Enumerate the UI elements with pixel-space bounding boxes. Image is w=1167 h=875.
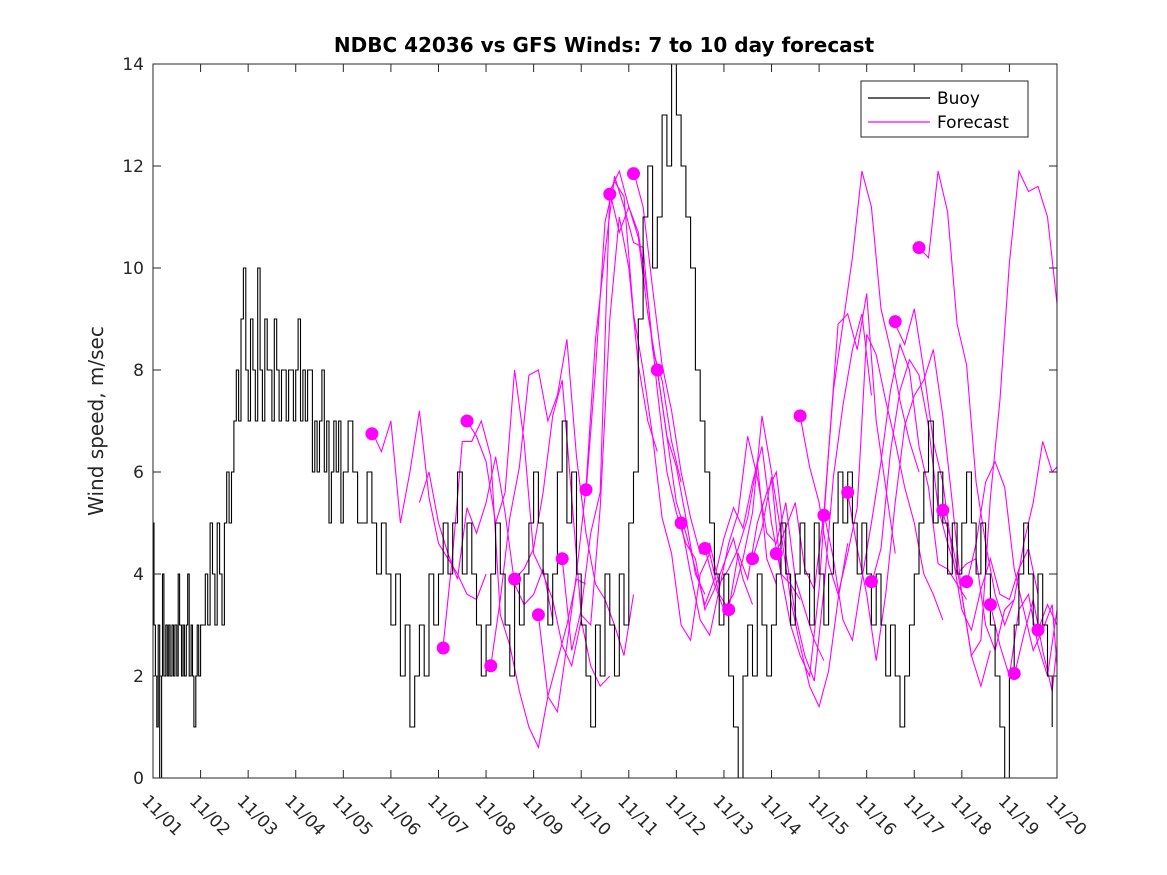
forecast-line-22 xyxy=(918,170,1057,627)
forecast-line-21 xyxy=(894,308,1039,632)
plot-box xyxy=(152,63,1058,779)
forecast-marker-17 xyxy=(817,508,831,522)
forecast-markers xyxy=(365,167,1045,680)
forecast-marker-10 xyxy=(650,363,664,377)
forecast-line-12 xyxy=(680,436,825,661)
forecast-marker-1 xyxy=(436,641,450,655)
buoy-series xyxy=(153,64,1053,778)
forecast-marker-2 xyxy=(460,414,474,428)
forecast-marker-8 xyxy=(603,187,617,201)
legend: Buoy Forecast xyxy=(860,80,1029,138)
forecast-marker-25 xyxy=(1007,667,1021,680)
buoy-line xyxy=(153,64,1053,778)
forecast-marker-5 xyxy=(531,608,545,622)
forecast-marker-16 xyxy=(793,409,807,423)
forecast-marker-12 xyxy=(698,542,712,555)
legend-forecast-label: Forecast xyxy=(937,113,1009,133)
forecast-marker-14 xyxy=(746,552,759,566)
forecast-line-14 xyxy=(728,313,872,682)
chart-title: NDBC 42036 vs GFS Winds: 7 to 10 day for… xyxy=(334,33,875,57)
y-axis: 0 2 4 6 8 10 12 14 xyxy=(122,55,1057,789)
forecast-marker-9 xyxy=(627,167,640,181)
forecast-marker-24 xyxy=(983,598,997,612)
y-tick-label: 6 xyxy=(133,463,144,483)
legend-buoy-label: Buoy xyxy=(937,89,980,109)
forecast-marker-11 xyxy=(674,516,688,530)
forecast-marker-0 xyxy=(365,427,379,441)
y-tick-label: 2 xyxy=(133,667,144,687)
forecast-line-23 xyxy=(942,169,1057,658)
forecast-marker-19 xyxy=(864,575,878,589)
forecast-marker-3 xyxy=(484,659,498,673)
forecast-marker-20 xyxy=(888,315,902,329)
y-tick-label: 12 xyxy=(122,157,144,177)
forecast-marker-23 xyxy=(960,575,974,589)
legend-box xyxy=(860,80,1029,138)
forecast-line-18 xyxy=(823,342,968,643)
y-axis-label: Wind speed, m/sec xyxy=(84,326,108,516)
y-tick-label: 8 xyxy=(133,361,144,381)
forecast-marker-22 xyxy=(936,503,950,517)
forecast-marker-6 xyxy=(555,552,569,566)
forecast-marker-4 xyxy=(508,572,522,586)
forecast-marker-15 xyxy=(769,547,783,561)
y-tick-label: 4 xyxy=(133,565,144,585)
forecast-marker-13 xyxy=(722,603,736,617)
forecast-line-27 xyxy=(1037,603,1057,631)
y-tick-label: 10 xyxy=(122,259,144,279)
forecast-marker-18 xyxy=(841,485,855,499)
forecast-line-20 xyxy=(870,358,1015,653)
forecast-line-8 xyxy=(585,179,730,642)
forecast-marker-7 xyxy=(579,483,593,497)
y-tick-label: 14 xyxy=(122,55,144,75)
forecast-line-7 xyxy=(561,169,706,651)
forecast-line-24 xyxy=(966,460,1057,666)
forecast-line-0 xyxy=(371,410,487,601)
forecast-marker-21 xyxy=(912,241,926,255)
y-tick-label: 0 xyxy=(133,769,144,789)
forecast-line-25 xyxy=(989,592,1057,677)
forecast-line-1 xyxy=(418,456,554,621)
forecast-marker-26 xyxy=(1031,623,1045,637)
